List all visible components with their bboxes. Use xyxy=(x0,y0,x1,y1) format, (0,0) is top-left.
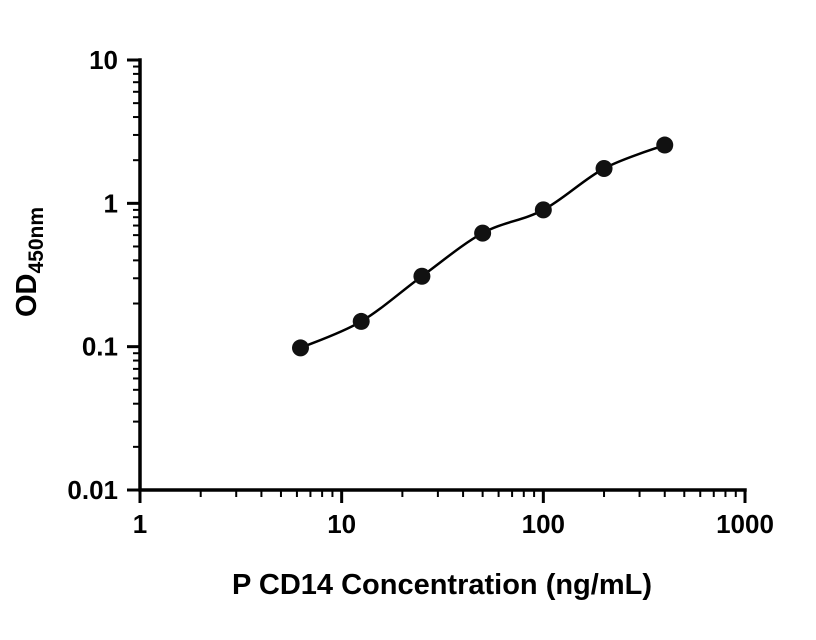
y-tick-label: 0.01 xyxy=(67,475,118,505)
data-point xyxy=(352,312,370,330)
y-tick-label: 0.1 xyxy=(82,332,118,362)
ticks-layer xyxy=(127,58,747,503)
data-point xyxy=(656,136,674,154)
y-axis-title: OD450nm xyxy=(11,207,48,317)
data-point xyxy=(534,201,552,219)
x-tick-label: 1000 xyxy=(716,509,774,539)
data-point xyxy=(292,339,309,357)
data-point xyxy=(413,267,431,285)
x-tick-label: 100 xyxy=(522,509,565,539)
tick-labels-layer: 1 10 100 1000 0.01 0.1 1 10 xyxy=(67,45,774,539)
data-point xyxy=(595,160,613,177)
y-axis-title-main: OD xyxy=(11,274,43,318)
y-tick-label: 1 xyxy=(104,188,118,218)
y-axis-title-subscript: 450nm xyxy=(25,207,48,274)
axes-layer xyxy=(138,58,747,492)
x-axis-title: P CD14 Concentration (ng/mL) xyxy=(232,569,652,601)
series-layer xyxy=(292,136,674,357)
y-tick-label: 10 xyxy=(89,45,118,75)
data-point xyxy=(474,224,492,242)
axis-lines xyxy=(138,58,747,492)
x-tick-label: 10 xyxy=(327,509,356,539)
x-tick-label: 1 xyxy=(133,509,147,539)
